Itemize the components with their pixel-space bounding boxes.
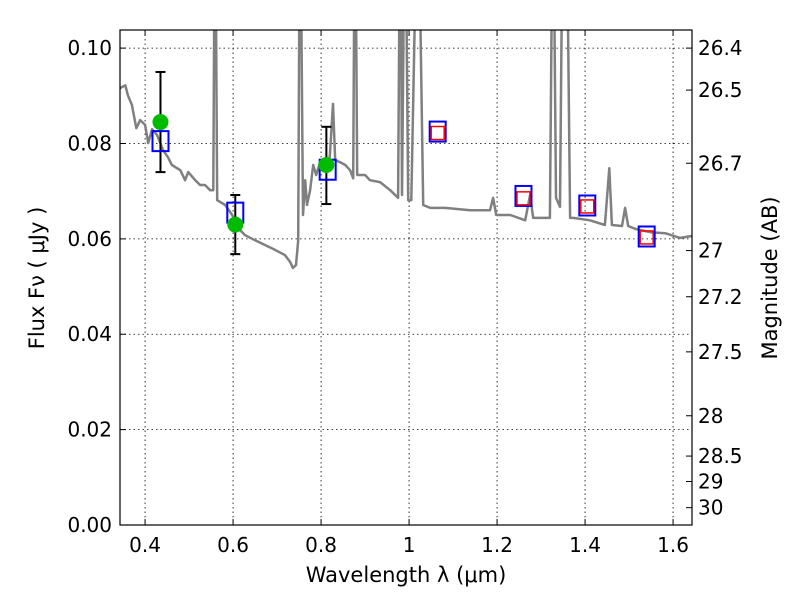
mag-tick-label: 27.2 <box>698 285 743 309</box>
y-tick-label: 0.00 <box>67 513 112 537</box>
mag-tick-label: 28 <box>698 404 723 428</box>
model-point-blue <box>578 194 597 217</box>
mag-tick-label: 27.5 <box>698 340 743 364</box>
axis-ticks: 0.4 0.6 0.8 1 1.2 1.4 1.6 0.00 0.02 0.04 0.06 0.08 0… <box>67 30 743 557</box>
x-tick-label: 0.4 <box>129 533 161 557</box>
y-right-axis-label: Magnitude (AB) <box>758 196 782 359</box>
model-point-red <box>430 125 445 141</box>
mag-tick-label: 29 <box>698 470 723 494</box>
y-tick-label: 0.10 <box>67 36 112 60</box>
y-tick-label: 0.04 <box>67 322 112 346</box>
mag-tick-label: 26.7 <box>698 151 743 175</box>
mag-tick-label: 30 <box>698 496 723 520</box>
x-tick-label: 1.6 <box>657 533 689 557</box>
x-tick-label: 1.4 <box>569 533 601 557</box>
model-point-blue <box>637 225 656 248</box>
observed-point <box>227 216 244 233</box>
mag-tick-label: 26.5 <box>698 78 743 102</box>
model-point-red <box>580 199 595 214</box>
y-tick-label: 0.08 <box>67 131 112 155</box>
plot-area <box>120 30 692 270</box>
mag-tick-label: 28.5 <box>698 444 743 468</box>
x-tick-label: 0.8 <box>305 533 337 557</box>
y-tick-label: 0.02 <box>67 418 112 442</box>
mag-tick-label: 26.4 <box>698 36 743 60</box>
mag-tick-label: 27 <box>698 239 723 263</box>
x-tick-label: 1 <box>403 533 416 557</box>
x-tick-label: 0.6 <box>217 533 249 557</box>
spectrum-line <box>120 30 692 270</box>
model-point-blue <box>151 130 170 153</box>
y-tick-label: 0.06 <box>67 227 112 251</box>
model-point-red <box>516 191 531 206</box>
model-point-blue <box>428 120 447 143</box>
x-axis-label: Wavelength λ (μm) <box>306 563 507 587</box>
observed-point <box>318 156 335 173</box>
observed-point <box>152 114 169 131</box>
y-axis-label: Flux Fν ( μJy ) <box>25 207 49 350</box>
x-tick-label: 1.2 <box>481 533 513 557</box>
plot-frame <box>119 29 693 526</box>
model-point-red <box>639 230 654 245</box>
model-point-blue <box>514 184 533 207</box>
